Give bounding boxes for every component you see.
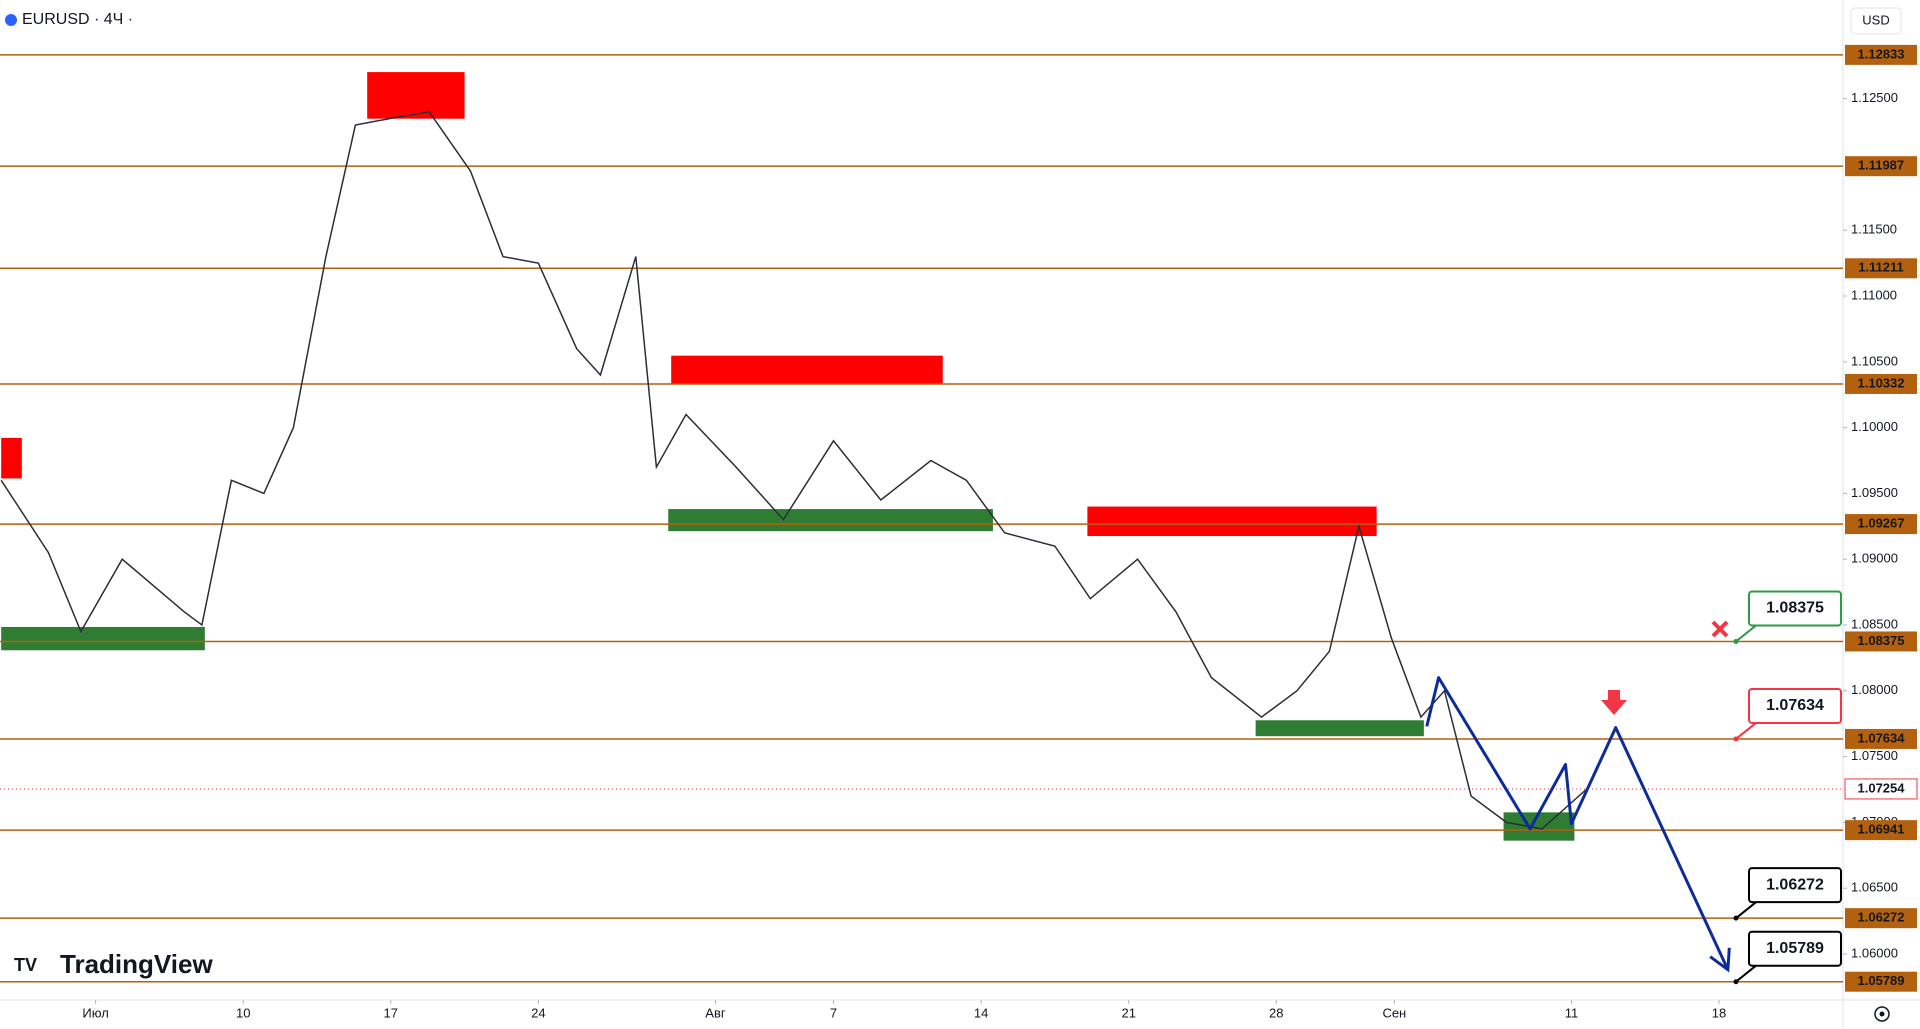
y-tick-label: 1.08500 [1851,616,1898,631]
x-tick-label: Июл [82,1005,108,1020]
symbol-icon[interactable] [5,14,17,26]
overlay: EURUSD · 4Ч · USD TV TradingView 1.08375… [5,7,1918,1022]
level-label-bg [1845,631,1917,652]
level-label: 1.09267 [1858,516,1905,531]
y-tick-label: 1.12500 [1851,90,1898,105]
y-tick-label: 1.10000 [1851,419,1898,434]
x-tick-label: 24 [531,1005,545,1020]
callout-pointer [1735,901,1757,919]
projection-path [1425,676,1730,971]
symbol-title[interactable]: EURUSD · 4Ч · [22,11,133,28]
y-tick-label: 1.06500 [1851,880,1898,895]
currency-button[interactable] [1850,7,1902,35]
level-label: 1.06272 [1858,910,1905,925]
callout-box [1748,590,1842,627]
level-label: 1.07634 [1858,730,1906,745]
level-label-bg [1845,44,1917,65]
y-tick-label: 1.11000 [1851,287,1897,302]
level-label: 1.10332 [1858,375,1905,390]
sell-arrow [1601,690,1627,715]
zone [367,72,465,119]
y-tick-label: 1.09500 [1851,485,1898,500]
y-tick-label: 1.10500 [1851,353,1898,368]
zone [1255,720,1424,737]
brand: TradingView [60,949,213,979]
level-label: 1.08375 [1858,633,1905,648]
plot: 1.060001.065001.070001.075001.080001.085… [0,54,1898,1020]
y-tick-label: 1.06000 [1851,945,1898,960]
callout-box [1748,930,1842,967]
x-tick-label: Сен [1382,1005,1406,1020]
currency-label[interactable]: USD [1862,12,1889,27]
callout-box [1748,867,1842,904]
level-label-bg [1845,971,1917,992]
level-label-bg [1845,514,1917,535]
zone [1087,506,1377,537]
callout-box [1748,687,1842,724]
callout-pointer [1735,624,1757,643]
y-tick-label: 1.11500 [1851,222,1897,237]
level-label-bg [1845,258,1917,279]
x-tick-label: 14 [974,1005,988,1020]
y-tick-label: 1.08000 [1851,682,1898,697]
zone [1,626,205,651]
settings-icon-dot[interactable] [1879,1011,1885,1017]
level-label: 1.05789 [1858,973,1905,988]
settings-icon[interactable] [1874,1006,1890,1022]
x-tick-label: 18 [1712,1005,1726,1020]
projection-arrowhead [1709,947,1731,973]
x-tick-label: 10 [236,1005,250,1020]
x-tick-label: 11 [1565,1005,1579,1020]
level-label: 1.11211 [1858,260,1904,275]
level-label-bg [1845,820,1917,841]
level-label-bg [1845,156,1917,177]
x-tick-label: 28 [1269,1005,1283,1020]
callout-label: 1.07634 [1766,697,1824,714]
x-tick-label: 17 [384,1005,398,1020]
cross-mark [1711,620,1729,638]
y-tick-label: 1.07500 [1851,748,1898,763]
callout-pointer [1735,722,1757,740]
zone [1503,812,1575,841]
x-tick-label: 21 [1121,1005,1135,1020]
last-price-label: 1.07254 [1858,780,1906,795]
callout-label: 1.05789 [1766,940,1824,957]
level-label-bg [1845,728,1917,749]
callout-pointer [1735,964,1757,983]
y-tick-label: 1.09000 [1851,551,1898,566]
zone [671,355,943,384]
level-label-bg [1845,373,1917,394]
callout-label: 1.08375 [1766,600,1824,617]
x-tick-label: Авг [705,1005,726,1020]
callout-label: 1.06272 [1766,876,1824,893]
price-line [0,110,1587,830]
level-label: 1.11987 [1858,158,1904,173]
x-tick-label: 7 [830,1005,837,1020]
level-label: 1.12833 [1858,46,1905,61]
zone [1,437,22,479]
level-label-bg [1845,908,1917,929]
logo-mark: TV [14,955,37,975]
last-price-label-bg [1844,778,1918,800]
zone [668,509,993,532]
level-label: 1.06941 [1858,822,1905,837]
